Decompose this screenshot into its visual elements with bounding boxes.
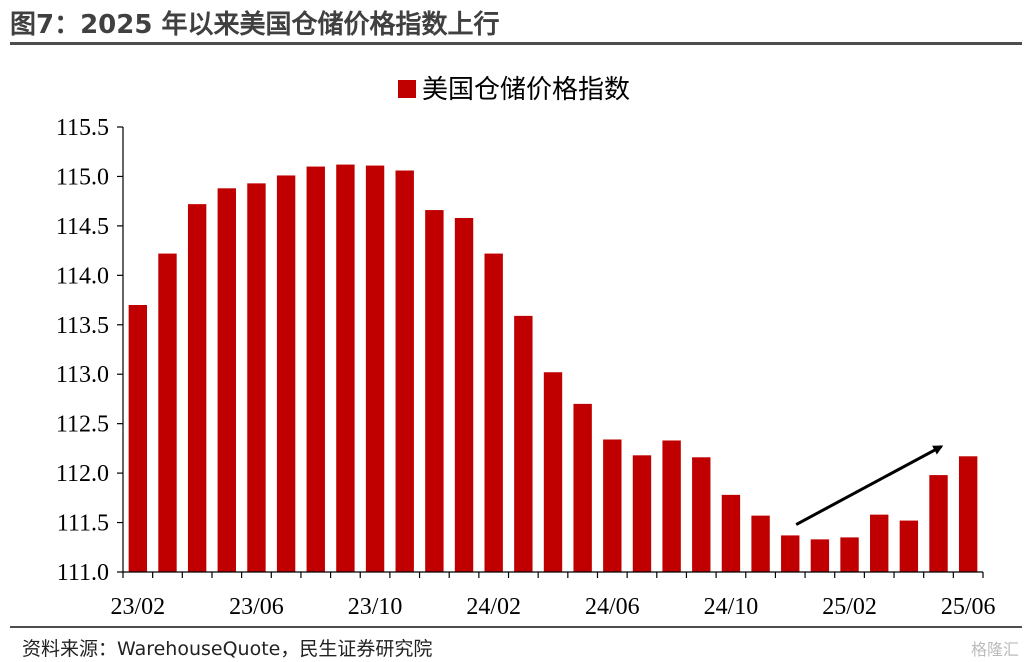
y-tick-label: 115.5 xyxy=(56,115,109,141)
x-tick-label: 23/06 xyxy=(229,594,284,620)
watermark: 格隆汇 xyxy=(970,640,1019,659)
bar-25/01 xyxy=(810,539,830,572)
title-rule xyxy=(10,42,1022,45)
bar-24/07 xyxy=(632,455,652,572)
source-note: 资料来源：WarehouseQuote，民生证券研究院 xyxy=(22,638,433,660)
bar-24/09 xyxy=(692,457,711,572)
bar-23/04 xyxy=(187,204,207,572)
x-tick-label: 25/06 xyxy=(941,594,996,620)
bar-25/04 xyxy=(899,520,919,572)
bar-24/12 xyxy=(781,535,800,572)
y-tick-label: 112.5 xyxy=(56,412,109,438)
bar-25/02 xyxy=(840,537,859,572)
bar-24/04 xyxy=(543,372,563,572)
y-tick-label: 111.5 xyxy=(57,511,109,537)
x-tick-label: 24/10 xyxy=(704,594,759,620)
bar-23/11 xyxy=(395,170,414,572)
bar-24/02 xyxy=(484,253,503,573)
bar-23/06 xyxy=(247,183,266,572)
bar-25/05 xyxy=(929,475,948,572)
trend-arrow xyxy=(795,445,944,526)
x-tick-label: 24/02 xyxy=(466,594,521,620)
bar-23/03 xyxy=(158,253,177,573)
legend-swatch xyxy=(398,80,416,98)
bar-25/06 xyxy=(958,456,978,572)
bar-24/06 xyxy=(603,439,622,572)
y-tick-label: 114.5 xyxy=(56,214,109,240)
y-axis: 111.0 111.5 112.0 112.5 113.0 113.5 114.0 114.5… xyxy=(56,115,124,586)
bar-24/11 xyxy=(751,515,770,572)
legend-label: 美国仓储价格指数 xyxy=(422,75,630,105)
legend: 美国仓储价格指数 xyxy=(398,75,630,105)
bar-23/12 xyxy=(425,210,444,573)
bar-24/01 xyxy=(454,217,474,572)
x-tick-label: 23/10 xyxy=(348,594,403,620)
x-tick-label: 24/06 xyxy=(585,594,640,620)
bar-23/05 xyxy=(217,188,236,573)
y-tick-label: 115.0 xyxy=(56,164,109,190)
x-tick-label: 25/02 xyxy=(822,594,877,620)
y-tick-label: 114.0 xyxy=(56,263,109,289)
bar-chart: 美国仓储价格指数 111.0111.5112.0112.5113.0113.51… xyxy=(56,75,996,620)
y-tick-label: 113.5 xyxy=(56,313,109,339)
bar-24/05 xyxy=(573,403,592,572)
x-axis: 23/02 23/06 23/10 24/02 24/06 24/10 25/02 25/06 xyxy=(110,571,996,620)
source-rule xyxy=(10,626,1022,628)
bar-23/02 xyxy=(128,305,148,572)
bar-24/08 xyxy=(662,440,681,572)
bars xyxy=(128,164,978,573)
x-tick-label: 23/02 xyxy=(110,594,165,620)
bar-24/10 xyxy=(721,494,741,572)
bar-25/03 xyxy=(870,514,889,572)
bar-23/07 xyxy=(276,175,296,572)
trend-arrow-line xyxy=(795,445,944,526)
bar-23/09 xyxy=(336,164,355,573)
y-tick-label: 111.0 xyxy=(57,560,109,586)
bar-23/08 xyxy=(306,166,325,573)
y-tick-label: 113.0 xyxy=(56,362,109,388)
figure-title: 图7：2025 年以来美国仓储价格指数上行 xyxy=(10,10,500,40)
y-tick-label: 112.0 xyxy=(56,461,109,487)
bar-24/03 xyxy=(514,315,533,572)
bar-23/10 xyxy=(365,165,385,573)
